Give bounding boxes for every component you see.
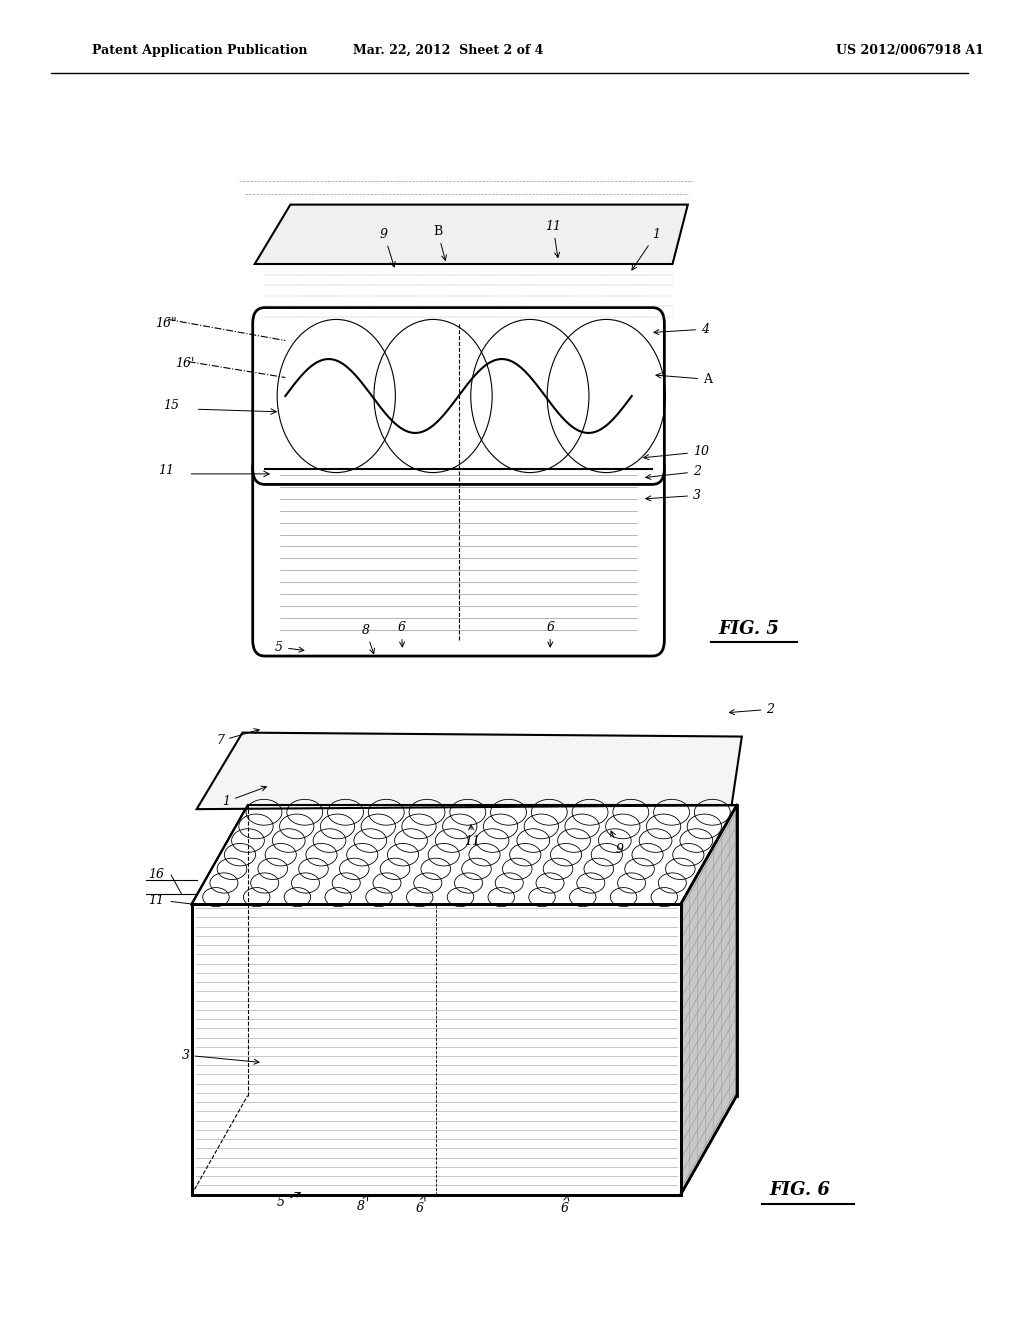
Text: FIG. 5: FIG. 5 (719, 619, 779, 638)
Text: 6: 6 (560, 1196, 568, 1214)
FancyBboxPatch shape (253, 453, 665, 656)
Polygon shape (191, 805, 736, 904)
Text: 11: 11 (147, 894, 164, 907)
Text: 11: 11 (158, 463, 174, 477)
Text: 1: 1 (222, 787, 266, 808)
Polygon shape (197, 733, 741, 809)
Text: 11: 11 (545, 219, 561, 257)
Text: 6: 6 (546, 620, 554, 647)
Text: 3: 3 (646, 488, 700, 502)
Text: 6: 6 (397, 620, 406, 647)
Text: 7: 7 (216, 729, 259, 747)
Polygon shape (681, 805, 736, 1195)
Text: 16": 16" (155, 317, 176, 330)
Text: 6: 6 (416, 1196, 425, 1214)
Text: US 2012/0067918 A1: US 2012/0067918 A1 (836, 44, 983, 57)
Text: 5: 5 (278, 1192, 300, 1209)
Polygon shape (255, 205, 688, 264)
Text: B: B (433, 224, 446, 260)
Text: 2: 2 (729, 702, 774, 715)
Polygon shape (191, 904, 681, 1195)
Text: 8: 8 (361, 623, 375, 653)
Text: 9: 9 (611, 832, 624, 855)
Text: 4: 4 (654, 322, 709, 335)
FancyBboxPatch shape (253, 308, 665, 484)
Text: 15: 15 (163, 399, 179, 412)
Text: 9: 9 (380, 227, 395, 267)
Text: Mar. 22, 2012  Sheet 2 of 4: Mar. 22, 2012 Sheet 2 of 4 (353, 44, 544, 57)
Text: 5: 5 (275, 640, 304, 653)
Text: 8: 8 (356, 1195, 368, 1213)
Text: 3: 3 (181, 1048, 259, 1064)
Text: 11: 11 (464, 825, 479, 847)
Text: 16': 16' (175, 356, 195, 370)
Text: 10: 10 (644, 445, 709, 459)
Text: 2: 2 (646, 465, 700, 479)
Text: FIG. 6: FIG. 6 (769, 1180, 830, 1199)
Text: A: A (656, 372, 712, 385)
Text: Patent Application Publication: Patent Application Publication (92, 44, 307, 57)
Text: 16: 16 (147, 867, 164, 880)
Text: 1: 1 (632, 227, 660, 271)
